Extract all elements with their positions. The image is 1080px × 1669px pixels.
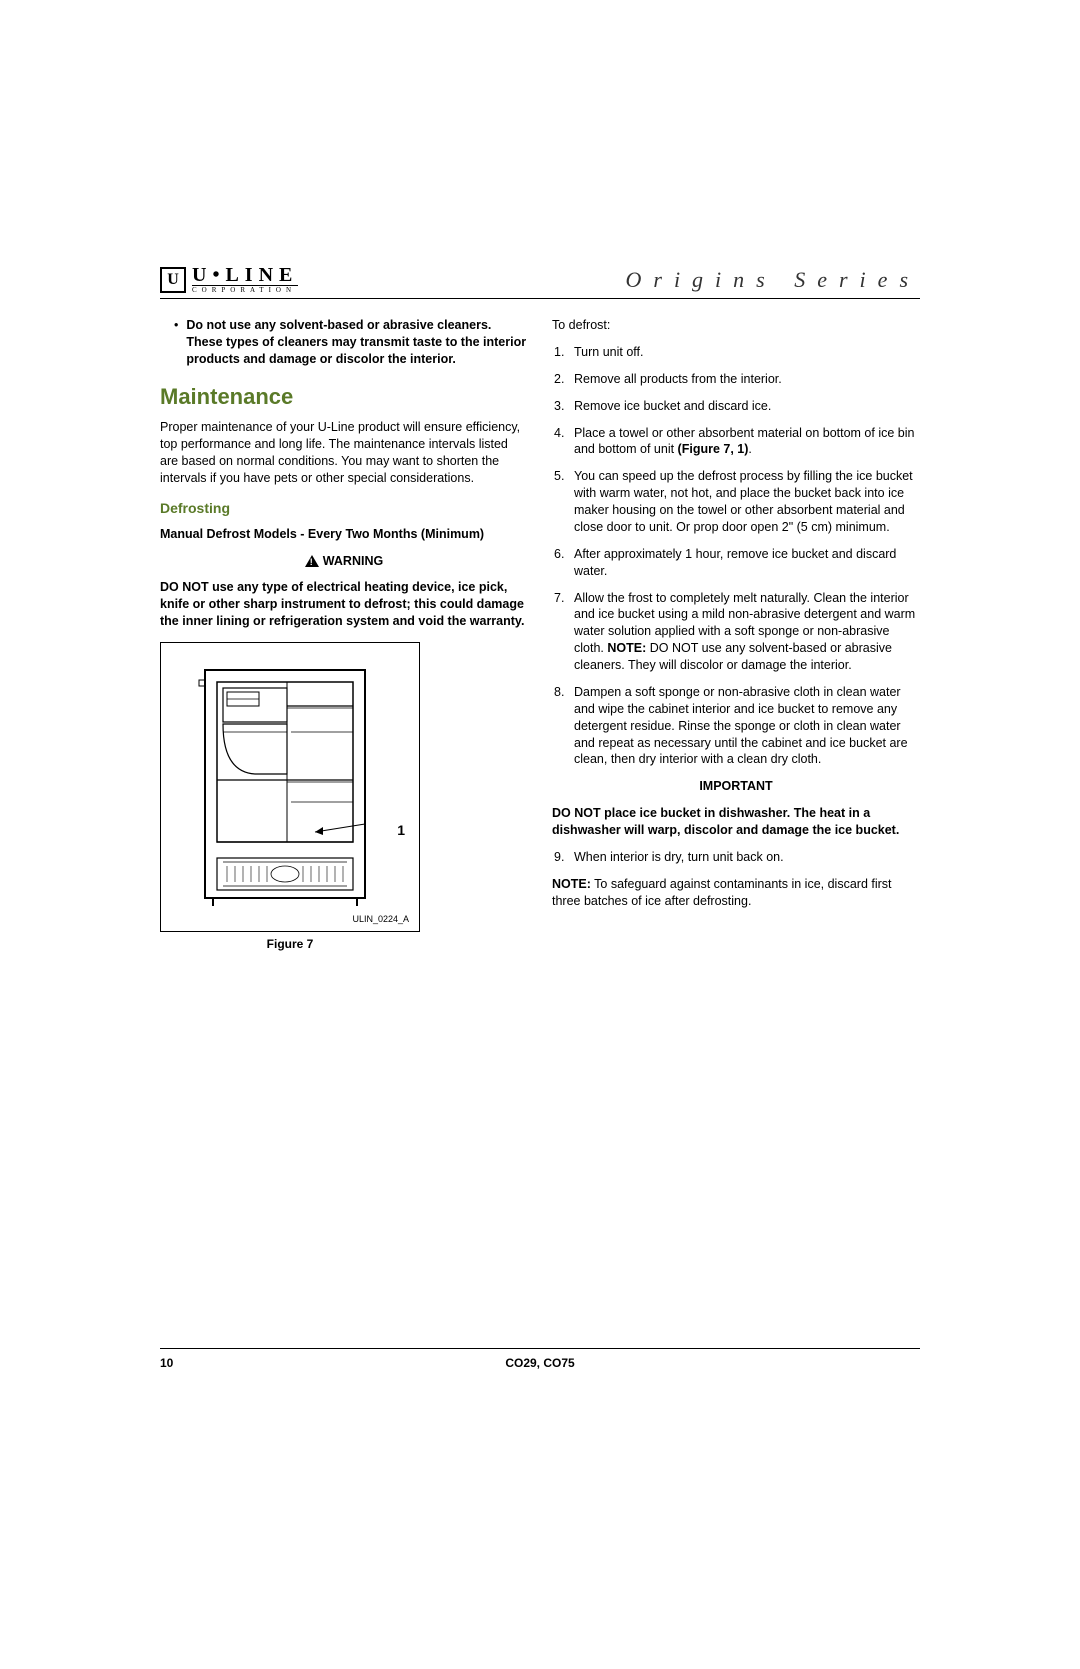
step-text: You can speed up the defrost process by … xyxy=(574,468,920,536)
step-3: 3.Remove ice bucket and discard ice. xyxy=(552,398,920,415)
content-columns: • Do not use any solvent-based or abrasi… xyxy=(160,317,920,952)
warning-label-row: WARNING xyxy=(160,553,528,570)
step-text: Remove ice bucket and discard ice. xyxy=(574,398,771,415)
step-2: 2.Remove all products from the interior. xyxy=(552,371,920,388)
brand-name: U•LINE xyxy=(192,265,298,285)
defrost-subheading: Manual Defrost Models - Every Two Months… xyxy=(160,526,528,543)
figure-caption: Figure 7 xyxy=(160,936,420,952)
figure-7: 1 ULIN_0224_A xyxy=(160,642,420,932)
step-text: Remove all products from the interior. xyxy=(574,371,782,388)
appliance-diagram xyxy=(195,662,385,912)
step-6: 6.After approximately 1 hour, remove ice… xyxy=(552,546,920,580)
step-text: Place a towel or other absorbent materia… xyxy=(574,425,920,459)
warning-icon xyxy=(305,555,319,567)
step-1: 1.Turn unit off. xyxy=(552,344,920,361)
footer-rule xyxy=(160,1348,920,1349)
defrosting-heading: Defrosting xyxy=(160,499,528,518)
step-text: Allow the frost to completely melt natur… xyxy=(574,590,920,674)
bullet-icon: • xyxy=(174,317,178,368)
step-8: 8.Dampen a soft sponge or non-abrasive c… xyxy=(552,684,920,768)
logo-mark: U xyxy=(160,267,186,293)
step-5: 5.You can speed up the defrost process b… xyxy=(552,468,920,536)
series-title: Origins Series xyxy=(626,267,921,293)
left-column: • Do not use any solvent-based or abrasi… xyxy=(160,317,528,952)
warning-label: WARNING xyxy=(323,553,383,570)
step-7: 7. Allow the frost to completely melt na… xyxy=(552,590,920,674)
right-column: To defrost: 1.Turn unit off. 2.Remove al… xyxy=(552,317,920,952)
page-header: U U•LINE CORPORATION Origins Series xyxy=(160,265,920,299)
step-text: Turn unit off. xyxy=(574,344,643,361)
caution-bullet: • Do not use any solvent-based or abrasi… xyxy=(160,317,528,368)
step-text: When interior is dry, turn unit back on. xyxy=(574,849,784,866)
brand-logo: U U•LINE CORPORATION xyxy=(160,265,298,294)
footer-models: CO29, CO75 xyxy=(160,1356,920,1370)
maintenance-intro: Proper maintenance of your U-Line produc… xyxy=(160,419,528,487)
page-footer: 10 CO29, CO75 xyxy=(160,1356,920,1370)
figure-callout-1: 1 xyxy=(397,821,405,840)
step-4: 4. Place a towel or other absorbent mate… xyxy=(552,425,920,459)
maintenance-heading: Maintenance xyxy=(160,382,528,412)
caution-text: Do not use any solvent-based or abrasive… xyxy=(186,317,528,368)
step-text: Dampen a soft sponge or non-abrasive clo… xyxy=(574,684,920,768)
logo-text: U•LINE CORPORATION xyxy=(192,265,298,294)
brand-subtitle: CORPORATION xyxy=(192,285,298,294)
page-content: U U•LINE CORPORATION Origins Series • Do… xyxy=(160,265,920,952)
defrost-lead: To defrost: xyxy=(552,317,920,334)
important-body: DO NOT place ice bucket in dishwasher. T… xyxy=(552,805,920,839)
step-text: After approximately 1 hour, remove ice b… xyxy=(574,546,920,580)
warning-body: DO NOT use any type of electrical heatin… xyxy=(160,579,528,630)
figure-code: ULIN_0224_A xyxy=(352,913,409,925)
step-9: 9.When interior is dry, turn unit back o… xyxy=(552,849,920,866)
final-note: NOTE: To safeguard against contaminants … xyxy=(552,876,920,910)
important-label: IMPORTANT xyxy=(552,778,920,795)
